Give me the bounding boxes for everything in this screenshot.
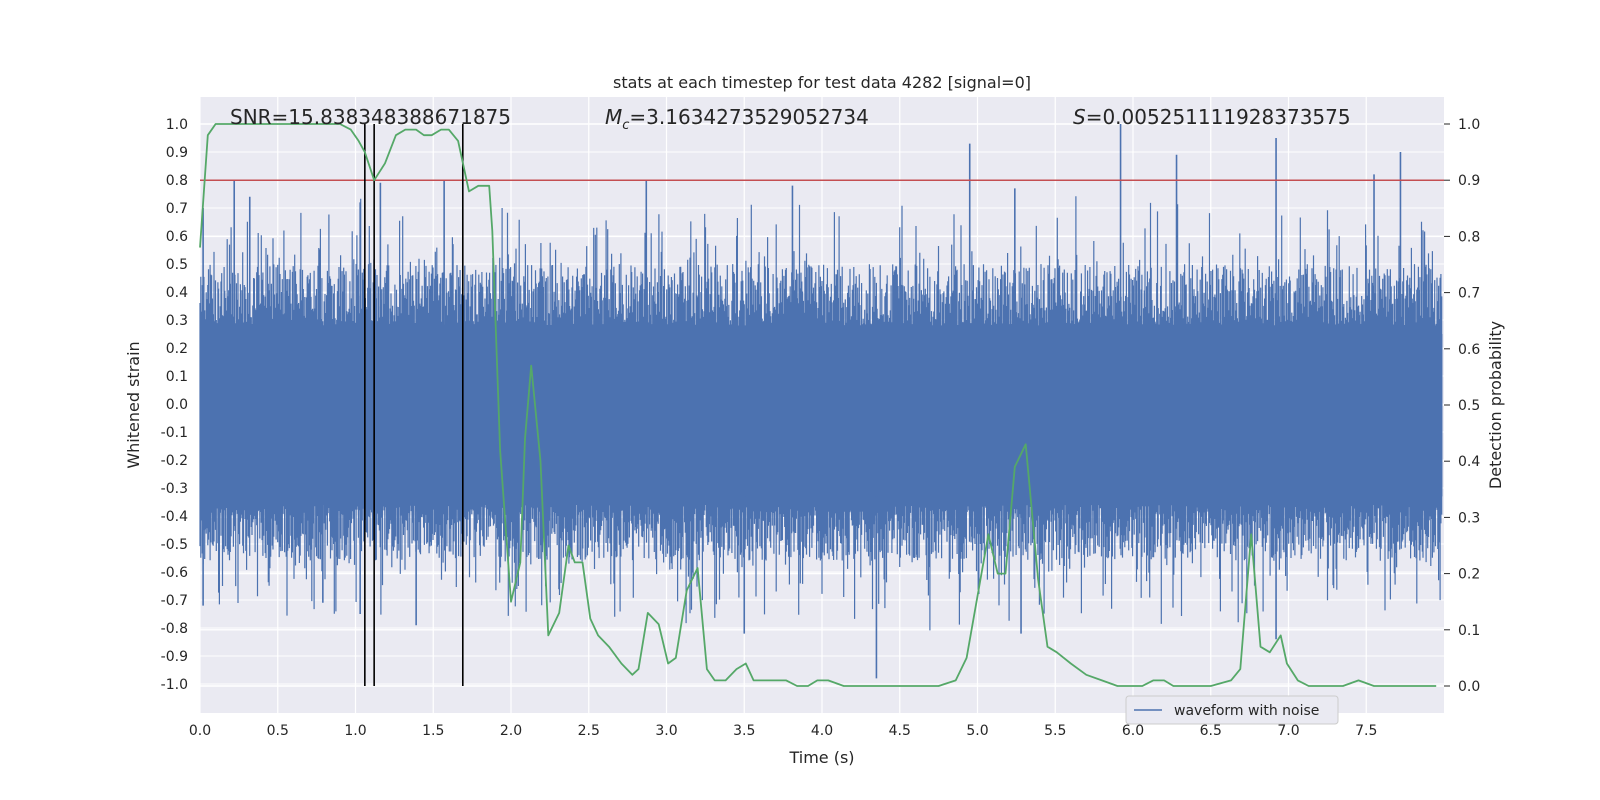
x-tick-label: 0.5 xyxy=(267,723,289,739)
y-left-axis-label: Whitened strain xyxy=(124,341,143,468)
mc-value: =3.1634273529052734 xyxy=(629,105,868,129)
s-value: =0.005251111928373575 xyxy=(1086,105,1351,129)
x-tick-labels: 0.0 0.5 1.0 1.5 2.0 2.5 3.0 3.5 4.0 4.5 5.0 5.5 6.0 6… xyxy=(189,723,1378,739)
y-left-tick-label: -0.5 xyxy=(161,537,188,553)
x-tick-label: 1.0 xyxy=(344,723,366,739)
snr-annotation: SNR=15.838348388671875 xyxy=(230,105,511,129)
s-symbol: S xyxy=(1073,105,1086,129)
chirp-mass-annotation: Mc=3.1634273529052734 xyxy=(605,105,869,133)
legend: waveform with noise xyxy=(1125,695,1339,725)
x-tick-label: 6.5 xyxy=(1200,723,1222,739)
y-left-tick-label: 0.0 xyxy=(166,397,188,413)
y-right-tick-label: 0.1 xyxy=(1458,623,1480,639)
waveform-series xyxy=(199,124,1443,679)
y-right-tick-label: 0.8 xyxy=(1458,229,1480,245)
y-right-tick-label: 0.0 xyxy=(1458,679,1480,695)
y-right-tick-label: 0.2 xyxy=(1458,567,1480,583)
y-right-tick-label: 1.0 xyxy=(1458,117,1480,133)
y-left-tick-label: 0.7 xyxy=(166,201,188,217)
probability-line xyxy=(199,123,1437,687)
y-left-tick-label: -0.4 xyxy=(161,509,188,525)
x-axis-label: Time (s) xyxy=(788,748,854,767)
y-right-tick-label: 0.5 xyxy=(1458,398,1480,414)
waveform-core-band xyxy=(200,334,1443,497)
y-left-tick-label: -0.8 xyxy=(161,621,188,637)
y-left-tick-label: 0.9 xyxy=(166,145,188,161)
mc-symbol: M xyxy=(605,105,622,129)
y-left-tick-label: -0.9 xyxy=(161,649,188,665)
y-left-tick-label: 0.5 xyxy=(166,257,188,273)
x-tick-label: 1.5 xyxy=(422,723,444,739)
x-tick-label: 2.5 xyxy=(578,723,600,739)
x-tick-label: 5.5 xyxy=(1044,723,1066,739)
x-tick-label: 5.0 xyxy=(966,723,988,739)
y-right-tick-label: 0.4 xyxy=(1458,454,1480,470)
y-right-tick-label: 0.9 xyxy=(1458,173,1480,189)
x-tick-label: 3.0 xyxy=(655,723,677,739)
y-left-tick-label: 0.2 xyxy=(166,341,188,357)
x-tick-label: 3.5 xyxy=(733,723,755,739)
y-right-tick-label: 0.7 xyxy=(1458,286,1480,302)
s-annotation: S=0.005251111928373575 xyxy=(1073,105,1351,129)
y-right-axis-label: Detection probability xyxy=(1486,321,1505,489)
y-left-tick-labels: 1.0 0.9 0.8 0.7 0.6 0.5 0.4 0.3 0.2 0.1 0.0 -0.1 -0.… xyxy=(161,117,188,693)
y-left-tick-label: -0.7 xyxy=(161,593,188,609)
x-tick-label: 7.0 xyxy=(1277,723,1299,739)
x-tick-label: 0.0 xyxy=(189,723,211,739)
y-left-tick-label: 0.1 xyxy=(166,369,188,385)
y-left-tick-label: -0.3 xyxy=(161,481,188,497)
x-tick-label: 6.0 xyxy=(1122,723,1144,739)
y-left-tick-label: 0.6 xyxy=(166,229,188,245)
legend-box xyxy=(1125,695,1339,725)
detection-probability-series xyxy=(199,123,1437,687)
mc-subscript: c xyxy=(622,118,629,133)
y-left-tick-label: -0.1 xyxy=(161,425,188,441)
y-left-tick-label: 0.3 xyxy=(166,313,188,329)
y-right-tick-label: 0.6 xyxy=(1458,342,1480,358)
y-right-tick-labels: 1.0 0.9 0.8 0.7 0.6 0.5 0.4 0.3 0.2 0.1 0.0 xyxy=(1444,117,1480,695)
chart-title: stats at each timestep for test data 428… xyxy=(613,73,1031,92)
y-right-tick-label: 0.3 xyxy=(1458,510,1480,526)
legend-label: waveform with noise xyxy=(1174,703,1319,719)
y-left-tick-label: 1.0 xyxy=(166,117,188,133)
y-left-tick-label: -0.6 xyxy=(161,565,188,581)
x-tick-label: 4.0 xyxy=(811,723,833,739)
y-left-tick-label: -0.2 xyxy=(161,453,188,469)
x-tick-label: 7.5 xyxy=(1355,723,1377,739)
x-tick-label: 4.5 xyxy=(889,723,911,739)
y-left-tick-label: 0.4 xyxy=(166,285,188,301)
x-tick-label: 2.0 xyxy=(500,723,522,739)
vertical-markers xyxy=(364,124,464,686)
y-left-tick-label: 0.8 xyxy=(166,173,188,189)
y-left-tick-label: -1.0 xyxy=(161,677,188,693)
